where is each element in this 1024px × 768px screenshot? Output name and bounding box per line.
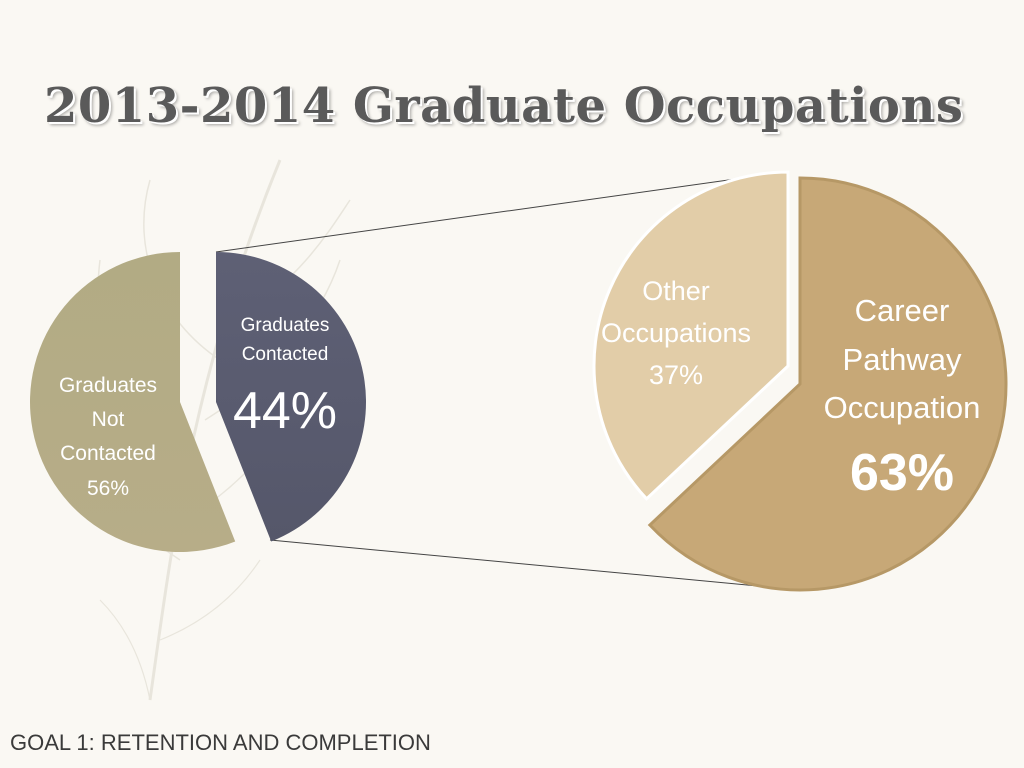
label-other-line2: Occupations: [601, 318, 751, 348]
footer-goal: GOAL 1: RETENTION AND COMPLETION: [10, 730, 431, 755]
label-other-pct: 37%: [649, 360, 703, 390]
pie-slice-graduates-not-contacted: [30, 252, 236, 552]
pie-slice-career-pathway: [647, 176, 1008, 592]
pie-slice-graduates-contacted: [216, 252, 367, 542]
label-career-line2: Pathway: [843, 342, 962, 377]
label-career-line1: Career: [855, 293, 950, 328]
connector-bottom: [269, 539, 801, 591]
label-career-line3: Occupation: [824, 390, 981, 425]
pie-slice-other-occupations: [592, 170, 790, 501]
label-not-contacted-line2: Not: [92, 408, 125, 431]
label-contacted-pct: 44%: [233, 382, 337, 440]
label-not-contacted-line3: Contacted: [60, 442, 156, 465]
label-not-contacted-pct: 56%: [87, 477, 129, 500]
connector-top: [215, 171, 786, 253]
label-other-line1: Other: [642, 276, 710, 306]
slide-title: 2013-2014 Graduate Occupations: [44, 78, 964, 134]
label-contacted-line2: Contacted: [242, 344, 329, 365]
label-not-contacted-line1: Graduates: [59, 374, 157, 397]
label-contacted-line1: Graduates: [241, 315, 330, 336]
label-career-pct: 63%: [850, 444, 954, 502]
